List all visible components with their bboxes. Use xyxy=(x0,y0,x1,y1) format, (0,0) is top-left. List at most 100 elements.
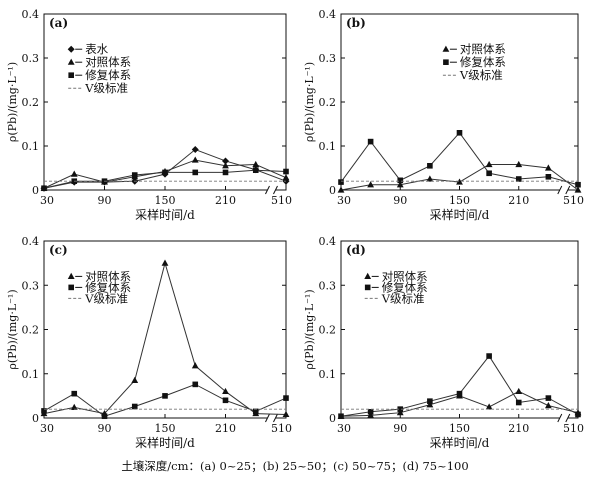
data-point xyxy=(252,167,259,173)
axis-break-gap xyxy=(267,185,276,195)
plot-frame xyxy=(340,13,579,191)
axis-break-gap xyxy=(559,413,568,423)
y-axis-title: ρ(Pb)/(mg·L⁻¹) xyxy=(303,289,316,369)
x-tick-label: 510 xyxy=(563,422,584,435)
data-point xyxy=(427,398,433,404)
data-point xyxy=(367,411,375,418)
axis-break-gap xyxy=(559,185,568,195)
x-axis-title: 采样时间/d xyxy=(430,435,490,450)
data-point xyxy=(515,387,523,395)
legend-marker xyxy=(68,72,74,78)
series-line xyxy=(43,383,287,417)
x-tick-label: 30 xyxy=(40,422,54,435)
y-tick-label: 0.3 xyxy=(22,279,40,292)
data-point xyxy=(337,186,345,193)
data-point xyxy=(131,403,138,410)
x-tick-label: 210 xyxy=(215,194,236,207)
data-point xyxy=(192,381,199,388)
y-tick-label: 0.2 xyxy=(319,324,337,337)
legend-label: 对照体系 xyxy=(85,269,131,283)
data-point xyxy=(397,177,404,184)
x-tick-label: 510 xyxy=(271,422,292,435)
y-tick-label: 0.4 xyxy=(319,8,337,21)
data-point xyxy=(282,410,290,418)
axis-break-mark xyxy=(557,185,563,195)
y-tick-label: 0 xyxy=(329,412,336,425)
data-point xyxy=(283,395,289,401)
data-point xyxy=(544,164,552,171)
data-point xyxy=(456,178,463,185)
data-point xyxy=(515,176,522,182)
data-point xyxy=(222,157,229,165)
data-point xyxy=(427,163,433,169)
data-point xyxy=(161,259,169,266)
y-tick-label: 0.2 xyxy=(22,324,40,337)
series-0 xyxy=(337,160,582,193)
data-point xyxy=(222,162,229,169)
chart-panel-c: 0 0.1 0.2 0.3 0.4 30 90 150 210 510 采样时间/d ρ(Pb)/(m… xyxy=(6,235,292,450)
legend-marker xyxy=(67,58,75,65)
y-tick-label: 0 xyxy=(329,184,336,197)
data-point xyxy=(396,409,404,416)
legend-label: Ⅴ级标准 xyxy=(459,68,503,82)
legend-marker xyxy=(67,272,75,279)
data-point xyxy=(131,172,138,178)
data-point xyxy=(396,181,404,188)
y-tick-label: 0.2 xyxy=(319,96,337,109)
axis-break-gap xyxy=(267,413,276,423)
y-tick-label: 0.1 xyxy=(22,140,40,153)
panel-label: (c) xyxy=(49,243,68,257)
x-tick-label: 150 xyxy=(449,422,470,435)
y-axis-title: ρ(Pb)/(mg·L⁻¹) xyxy=(303,62,316,142)
x-tick-label: 90 xyxy=(393,422,407,435)
axis-break-mark xyxy=(557,413,563,423)
legend-marker xyxy=(364,272,372,279)
x-tick-label: 90 xyxy=(98,194,112,207)
data-point xyxy=(252,160,260,168)
chart-panel-a: 0 0.1 0.2 0.3 0.4 30 90 150 210 510 采样时间/d ρ(Pb)/(m… xyxy=(6,8,292,222)
legend-label: 修复体系 xyxy=(382,280,428,294)
legend-label: 对照体系 xyxy=(382,269,428,283)
data-point xyxy=(575,181,581,188)
x-tick-label: 150 xyxy=(449,194,470,207)
legend-marker xyxy=(67,45,75,53)
y-tick-label: 0.4 xyxy=(319,235,337,248)
panel-label: (a) xyxy=(49,16,68,30)
x-axis-title: 采样时间/d xyxy=(135,207,195,222)
data-point xyxy=(426,401,434,408)
data-point xyxy=(544,402,552,409)
series-line xyxy=(43,261,287,415)
legend-marker xyxy=(443,59,449,65)
data-point xyxy=(252,408,259,415)
data-point xyxy=(192,169,199,176)
data-point xyxy=(456,390,463,397)
series-1 xyxy=(338,353,581,420)
panel-label: (b) xyxy=(346,16,366,30)
data-point xyxy=(222,387,229,395)
data-point xyxy=(191,146,199,154)
legend-label: 修复体系 xyxy=(460,55,506,69)
data-point xyxy=(191,156,199,163)
y-axis-title: ρ(Pb)/(mg·L⁻¹) xyxy=(6,62,19,142)
y-tick-label: 0 xyxy=(32,184,39,197)
chart-panel-b: 0 0.1 0.2 0.3 0.4 30 90 150 210 510 采样时间/d ρ(Pb)/(m… xyxy=(303,8,584,222)
y-tick-label: 0.3 xyxy=(22,52,40,65)
legend-label: Ⅴ级标准 xyxy=(381,291,425,305)
x-tick-label: 90 xyxy=(98,422,112,435)
y-tick-label: 0.1 xyxy=(319,368,337,381)
axis-break-mark xyxy=(565,185,571,195)
legend-label: 修复体系 xyxy=(85,280,131,294)
data-point xyxy=(162,169,168,176)
y-axis-title: ρ(Pb)/(mg·L⁻¹) xyxy=(6,289,19,369)
data-point xyxy=(131,376,139,383)
axis-break-mark xyxy=(273,185,278,195)
data-point xyxy=(41,185,47,192)
legend-label: 修复体系 xyxy=(85,68,131,82)
data-point xyxy=(367,409,374,415)
x-tick-label: 210 xyxy=(215,422,236,435)
data-point xyxy=(397,406,404,412)
plot-frame xyxy=(43,13,287,191)
y-tick-label: 0.4 xyxy=(22,235,40,248)
